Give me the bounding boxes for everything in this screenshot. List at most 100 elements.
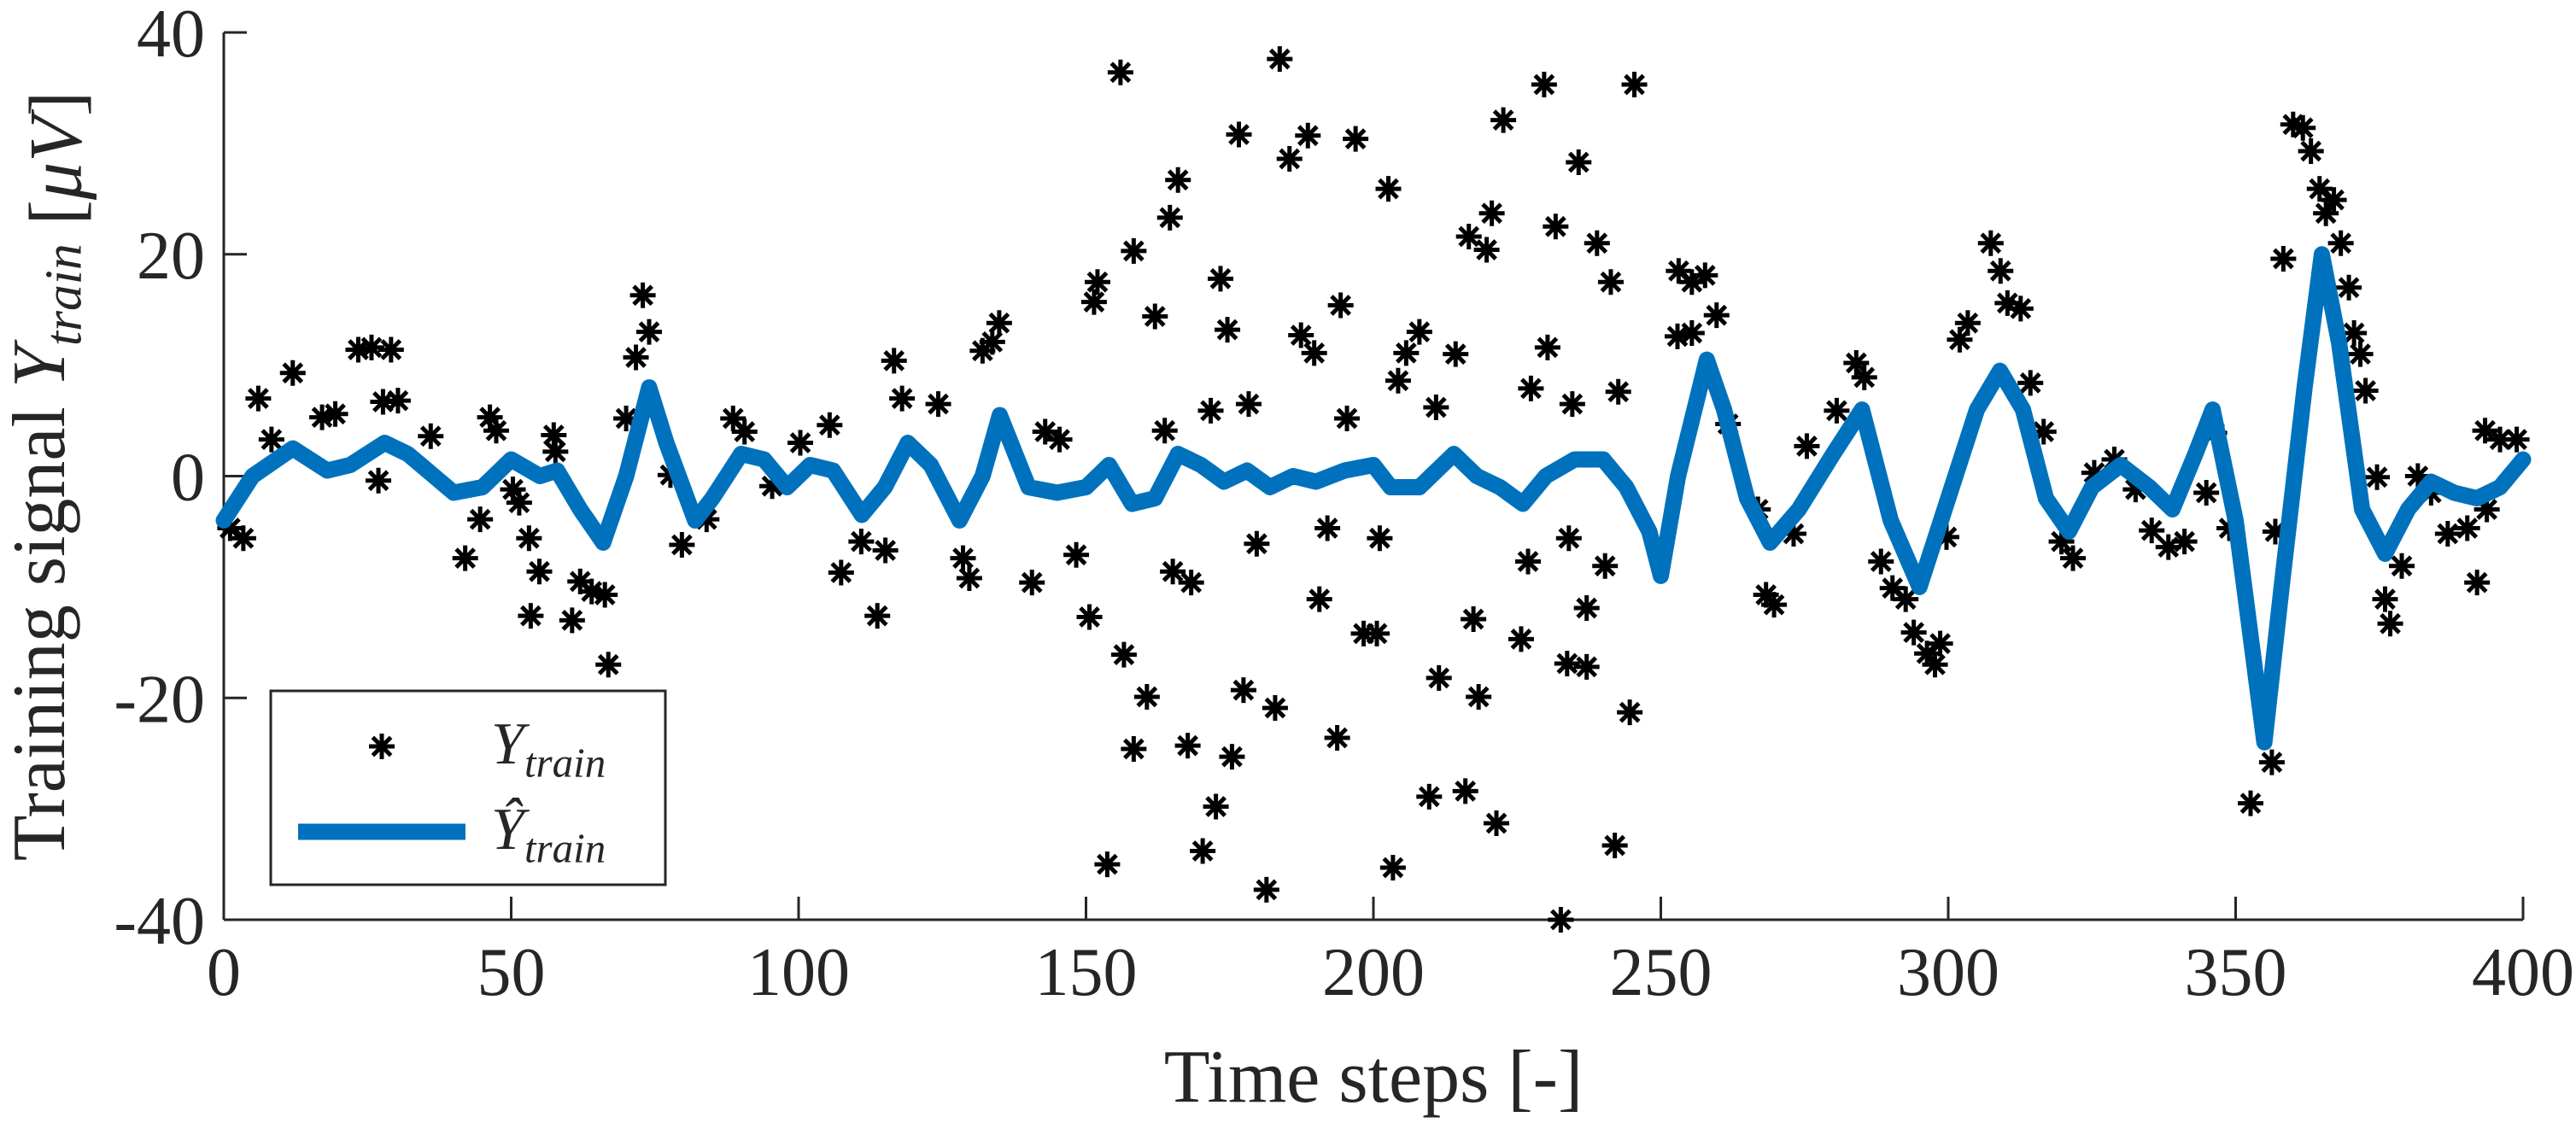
y-tick-label: 20 [137,219,205,294]
scatter-point [1080,289,1107,315]
scatter-point [2364,464,2391,490]
scatter-point [1314,515,1341,541]
x-tick-label: 200 [1322,935,1425,1010]
scatter-point [828,559,854,586]
scatter-point [1665,323,1691,349]
scatter-point [2306,176,2333,202]
scatter-point [1364,620,1390,646]
scatter-point [1032,418,1058,445]
legend: Ytrain Ŷtrain [269,689,667,886]
scatter-point [1276,146,1303,173]
scatter-point [1262,694,1288,721]
scatter-point [1466,683,1492,710]
scatter-point [1922,652,1948,678]
scatter-point [950,545,976,571]
scatter-point [1473,237,1500,263]
scatter-point [1601,832,1628,858]
scatter-point [1226,121,1252,148]
scatter-point [2313,200,2339,226]
y-tick-label: -40 [114,884,205,959]
scatter-point [378,336,404,363]
scatter-point [2321,187,2347,213]
scatter-point [1230,677,1256,704]
scatter-point [1977,230,2004,256]
scatter-point [889,385,916,412]
scatter-point [370,389,396,415]
scatter-point [1548,907,1574,933]
scatter-point [1215,317,1241,343]
scatter-point [1478,200,1505,226]
scatter-point [452,545,478,571]
legend-label: Ytrain [491,711,606,786]
scatter-point [2487,426,2514,453]
scatter-point [1933,523,1959,550]
scatter-point [1142,303,1168,330]
scatter-point [1350,620,1377,646]
scatter-point [1107,59,1133,85]
scatter-point [578,578,605,605]
scatter-point [1555,525,1582,552]
scatter-point [1879,575,1906,601]
scatter-point [1367,525,1393,552]
scatter-point [1566,149,1592,175]
scatter-point [1334,405,1361,431]
scatter-point [1605,378,1631,405]
scatter-point [1461,606,1487,633]
scatter-point [1534,334,1560,360]
scatter-point [366,467,392,494]
scatter-point [2017,370,2044,396]
scatter-point [1379,854,1406,880]
scatter-point [613,405,640,431]
scatter-point [2262,518,2288,545]
scatter-point [2336,274,2362,301]
scatter-point [2298,137,2324,164]
scatter-point [1703,302,1730,329]
y-tick-label: 0 [171,441,205,516]
scatter-point [2060,545,2087,571]
scatter-point [1584,230,1610,256]
scatter-point [1692,262,1718,289]
scatter-point [1954,310,1981,336]
scatter-point [1573,653,1600,680]
scatter-point [506,489,532,516]
scatter-point [629,282,656,308]
scatter-point [1235,391,1262,418]
scatter-point [1244,530,1270,557]
scatter-point [1375,176,1402,202]
y-tick-label: 40 [137,0,205,72]
scatter-point [1678,269,1705,295]
scatter-point [258,426,284,453]
scatter-point [1406,319,1432,345]
scatter-point [2389,553,2415,579]
scatter-point [2101,447,2128,473]
scatter-point [1156,204,1183,231]
scatter-point [567,568,594,594]
fit-line [215,246,2532,751]
scatter-point [956,564,982,591]
scatter-point [2372,586,2398,612]
scatter-point [2193,479,2220,506]
scatter-point [1019,570,1045,596]
scatter-point [1597,269,1624,295]
scatter-point [817,412,843,438]
x-tick-label: 50 [477,935,546,1010]
scatter-point [1063,541,1090,568]
scatter-point [384,388,411,414]
scatter-point [720,405,746,431]
scatter-point [1219,744,1245,770]
scatter-point [2081,459,2107,486]
scatter-point [1843,350,1870,377]
x-axis-label: Time steps [-] [1164,1036,1584,1119]
x-tick-label: 400 [2472,935,2574,1010]
scatter-point [1084,269,1110,295]
scatter-point [1443,341,1469,367]
scatter-point [230,525,256,552]
scatter-point [2258,749,2285,775]
scatter-point [358,334,384,360]
scatter-point [2155,534,2181,560]
scatter-point [1592,553,1619,579]
scatter-point [245,385,272,412]
scatter-point [1046,426,1073,453]
scatter-point [1094,851,1121,878]
scatter-point [979,329,1005,355]
